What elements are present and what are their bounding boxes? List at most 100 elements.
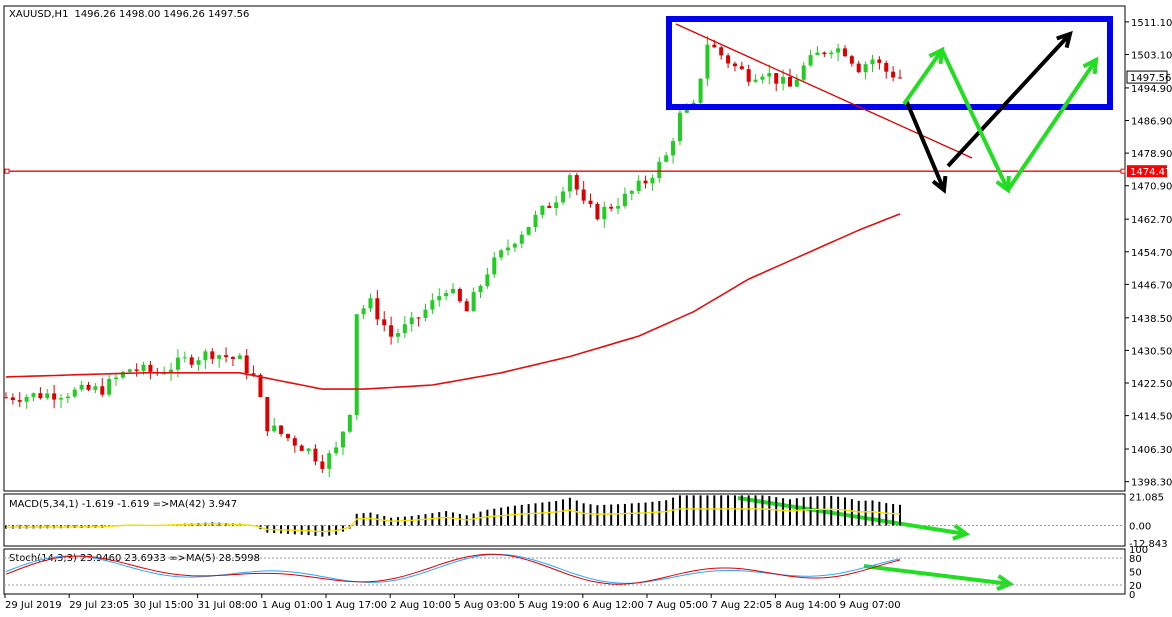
x-tick-label: 29 Jul 23:05	[69, 600, 129, 611]
candle-body	[760, 76, 765, 80]
candle-body	[224, 355, 229, 358]
candle-body	[567, 175, 572, 192]
candle-body	[79, 384, 84, 390]
candle-body	[210, 351, 215, 359]
macd-divergence-arrow-head	[952, 523, 971, 541]
candle-body	[127, 369, 132, 372]
candle-body	[781, 76, 786, 84]
price-tags: 1497.56 1474.47	[1126, 70, 1171, 178]
current-price-label: 1497.56	[1130, 73, 1171, 84]
candle-body	[272, 425, 277, 432]
x-axis: 29 Jul 2019 29 Jul 23:05 30 Jul 15:00 31 Ju…	[4, 594, 901, 611]
candle-body	[340, 431, 345, 448]
stoch-panel	[3, 548, 1126, 595]
candle-body	[753, 79, 758, 82]
candle-body	[347, 414, 352, 432]
candle-body	[898, 77, 902, 79]
candle-body	[636, 180, 641, 192]
candle-body	[526, 226, 531, 235]
x-tick-label: 8 Aug 14:00	[775, 600, 836, 611]
candle-body	[863, 64, 868, 73]
stoch-tick-label: 80	[1129, 554, 1142, 565]
candle-body	[664, 155, 669, 162]
y-tick-label: 1454.70	[1131, 248, 1172, 259]
y-tick-label: 1462.70	[1131, 215, 1172, 226]
candle-body	[842, 48, 847, 57]
candle-body	[148, 364, 153, 372]
level-price-label: 1474.47	[1130, 167, 1171, 178]
candle-body	[134, 369, 139, 371]
candle-body	[464, 301, 469, 312]
candle-body	[643, 180, 648, 184]
candle-body	[17, 400, 22, 402]
candle-body	[719, 47, 724, 56]
macd-histogram: 21.085 0.00 -12.843	[4, 493, 1168, 550]
x-tick-label: 9 Aug 07:00	[840, 600, 901, 611]
candle-body	[237, 355, 242, 359]
candle-body	[595, 203, 600, 220]
up-arrow-green	[902, 48, 944, 106]
candle-body	[870, 59, 875, 65]
x-tick-label: 7 Aug 22:05	[711, 600, 772, 611]
candle-body	[774, 73, 779, 84]
range-box	[666, 16, 1113, 110]
candle-body	[279, 425, 284, 435]
main-panel	[3, 5, 1126, 492]
x-tick-label: 7 Aug 05:00	[647, 600, 708, 611]
candle-body	[251, 373, 256, 375]
candle-body	[409, 317, 414, 325]
candle-body	[382, 319, 387, 326]
candle-body	[787, 76, 792, 87]
candle-body	[416, 317, 421, 319]
candle-body	[808, 55, 813, 66]
level-price-tag	[1127, 165, 1167, 178]
x-tick-label: 5 Aug 19:00	[519, 600, 580, 611]
candle-body	[499, 250, 504, 258]
line-handle	[4, 168, 10, 174]
candle-body	[588, 200, 593, 204]
candle-body	[677, 112, 682, 142]
x-tick-label: 1 Aug 01:00	[262, 600, 323, 611]
candle-body	[616, 206, 621, 209]
x-tick-label: 2 Aug 10:00	[390, 600, 451, 611]
candle-body	[554, 202, 559, 208]
stoch-tick-label: 50	[1129, 568, 1142, 579]
current-price-tag	[1126, 70, 1168, 84]
stoch-arrow	[863, 564, 1011, 586]
candle-body	[299, 445, 304, 451]
macd-signal-line	[5, 508, 901, 533]
candle-body	[10, 397, 15, 401]
candle-body	[794, 79, 799, 87]
x-tick-label: 30 Jul 15:00	[133, 600, 193, 611]
candle-body	[327, 453, 332, 469]
candle-body	[258, 374, 263, 398]
candle-body	[444, 293, 449, 297]
candle-body	[65, 396, 70, 399]
candle-body	[540, 205, 545, 215]
up-arrow-green-2-head	[1082, 56, 1099, 75]
candle-body	[361, 308, 366, 315]
candle-body	[45, 393, 50, 399]
y-tick-label: 1494.90	[1131, 84, 1172, 95]
y-tick-label: 1398.30	[1131, 478, 1172, 489]
symbol-header: XAUUSD,H1 1496.26 1498.00 1496.26 1497.56	[9, 9, 249, 20]
candle-body	[423, 309, 428, 318]
candle-body	[285, 434, 290, 439]
candle-body	[93, 386, 98, 390]
candle-body	[368, 298, 373, 309]
stoch-arrow-head	[996, 574, 1015, 592]
candle-body	[739, 66, 744, 70]
candle-body	[485, 274, 490, 286]
y-axis: 1511.10 1503.10 1494.90 1486.90 1478.90 1470.…	[1125, 18, 1172, 489]
candle-body	[602, 206, 607, 220]
candle-body	[801, 65, 806, 80]
candle-body	[512, 243, 517, 248]
ma-line	[5, 213, 901, 390]
candle-body	[471, 292, 476, 312]
stoch-header: Stoch(14,3,3) 23.9460 23.6933 =>MA(5) 28…	[9, 553, 260, 564]
candle-body	[629, 191, 634, 194]
candle-body	[120, 371, 125, 378]
candle-body	[561, 191, 566, 203]
candle-body	[114, 377, 119, 380]
